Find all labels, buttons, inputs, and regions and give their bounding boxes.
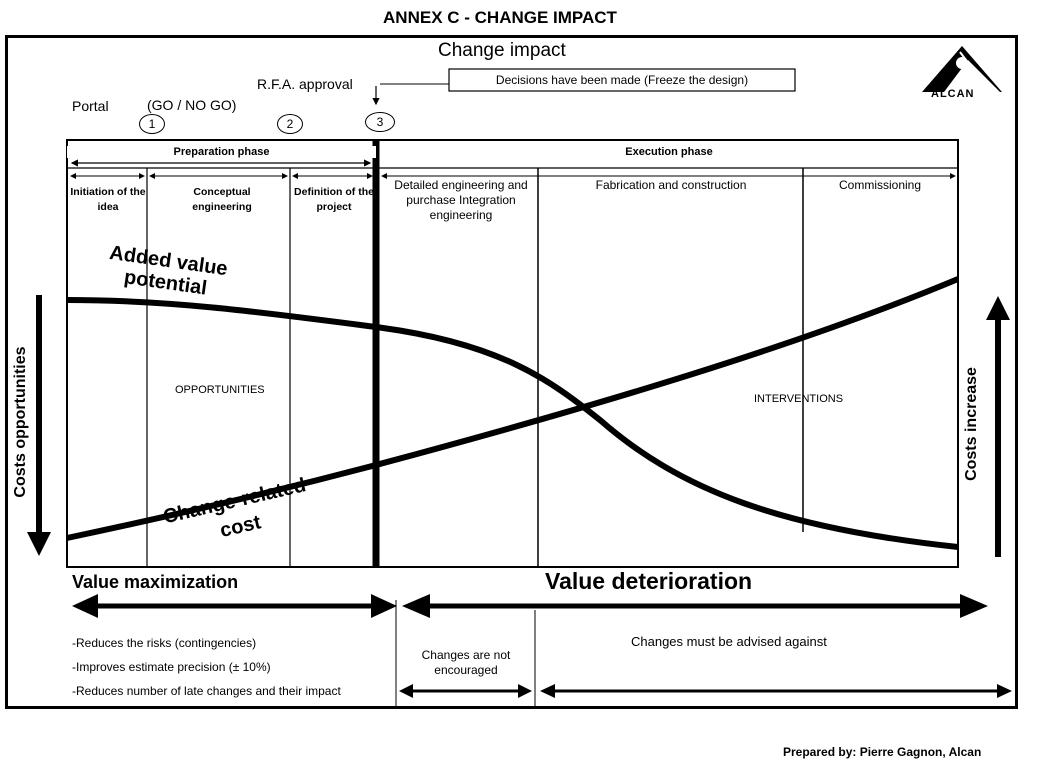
decision-text: Decisions have been made (Freeze the des…	[495, 73, 749, 87]
rfa-label: R.F.A. approval	[257, 76, 353, 92]
change-cost-curve	[66, 276, 960, 541]
opportunities-label: OPPORTUNITIES	[175, 384, 265, 396]
value-max-arrowhead-left	[72, 594, 98, 618]
logo-text: ALCAN	[931, 88, 975, 100]
value-det-arrowhead-left	[402, 594, 430, 618]
costs-opportunities-label: Costs opportunities	[12, 346, 29, 498]
stage-label: Definition of the project	[294, 186, 374, 213]
prepared-by-footer: Prepared by: Pierre Gagnon, Alcan	[783, 745, 982, 759]
arrowhead	[399, 684, 413, 698]
advised-against-label: Changes must be advised against	[631, 634, 827, 649]
portal-label: Portal	[72, 98, 109, 114]
value-maximization-label: Value maximization	[72, 572, 239, 592]
stage-label: Conceptual engineering	[192, 186, 252, 213]
interventions-label: INTERVENTIONS	[754, 393, 844, 405]
go-no-go-label: (GO / NO GO)	[147, 97, 237, 113]
stage-label: Fabrication and construction	[595, 178, 747, 192]
benefit-item: -Reduces the risks (contingencies)	[72, 636, 257, 650]
diagram-subtitle: Change impact	[438, 40, 566, 61]
stage-label: Detailed engineering and purchase Integr…	[394, 178, 528, 222]
value-det-arrowhead-right	[960, 594, 988, 618]
costs-increase-arrowhead	[986, 296, 1010, 320]
phase-area	[66, 139, 959, 568]
value-max-arrowhead-right	[371, 594, 397, 618]
costs-increase-label: Costs increase	[963, 367, 980, 481]
arrowhead	[518, 684, 532, 698]
arrowhead	[997, 684, 1012, 698]
added-value-curve	[66, 297, 959, 550]
not-encouraged-label: Changes are not encouraged	[421, 648, 511, 677]
gate-1-badge: 1	[139, 114, 165, 134]
arrowhead	[540, 684, 555, 698]
gate-3-badge: 3	[365, 112, 395, 132]
execution-phase-label: Execution phase	[625, 146, 713, 158]
preparation-phase-label: Preparation phase	[67, 146, 376, 158]
stage-label: Commissioning	[838, 178, 922, 192]
benefit-item: -Improves estimate precision (± 10%)	[72, 660, 271, 674]
diagram-frame	[5, 35, 1018, 709]
value-deterioration-label: Value deterioration	[545, 568, 753, 594]
benefit-item: -Reduces number of late changes and thei…	[72, 684, 341, 698]
stage-label: Initiation of the idea	[70, 186, 146, 213]
page-title: ANNEX C - CHANGE IMPACT	[383, 8, 617, 27]
costs-opportunities-arrowhead	[27, 532, 51, 556]
gate-2-badge: 2	[277, 114, 303, 134]
alcan-logo	[922, 46, 1002, 92]
decision-box	[448, 68, 796, 92]
